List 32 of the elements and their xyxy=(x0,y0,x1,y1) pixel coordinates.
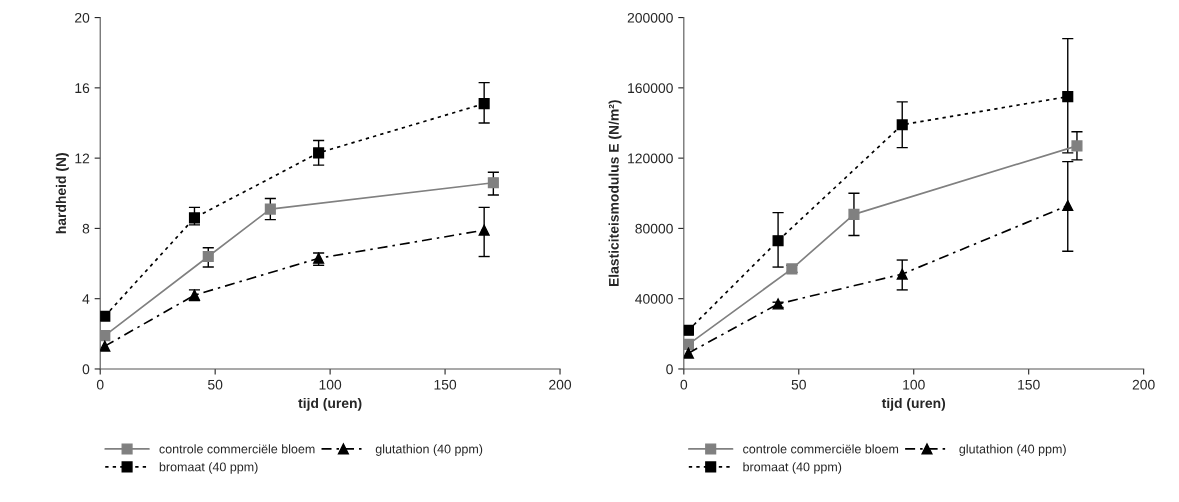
x-tick-label: 100 xyxy=(319,379,342,390)
y-axis-title: Elasticiteismodulus E (N/m²) xyxy=(608,100,622,287)
x-tick-label: 200 xyxy=(549,379,572,390)
x-tick-label: 0 xyxy=(680,379,688,390)
legend-label: controle commerciële bloem xyxy=(743,444,899,454)
legend-label: bromaat (40 ppm) xyxy=(743,462,842,474)
x-tick-label: 0 xyxy=(96,379,104,390)
y-tick-label: 12 xyxy=(75,153,90,164)
y-tick-label: 8 xyxy=(82,223,90,234)
x-axis-title: tijd (uren) xyxy=(298,397,362,411)
y-tick-label: 200000 xyxy=(627,12,673,23)
x-tick-label: 100 xyxy=(903,379,925,390)
legend-label: controle commerciële bloem xyxy=(159,444,315,454)
y-tick-label: 16 xyxy=(75,83,90,94)
x-tick-label: 200 xyxy=(1132,379,1155,390)
y-tick-label: 40000 xyxy=(635,294,673,304)
x-tick-label: 150 xyxy=(434,379,457,390)
y-tick-label: 20 xyxy=(75,12,90,23)
y-tick-label: 160000 xyxy=(628,83,673,94)
x-tick-label: 150 xyxy=(1018,379,1040,390)
y-axis-title: hardheid (N) xyxy=(55,153,69,234)
legend-label: glutathion (40 ppm) xyxy=(375,444,483,456)
legend-label: bromaat (40 ppm) xyxy=(159,462,258,474)
x-tick-label: 50 xyxy=(208,379,223,390)
x-tick-label: 50 xyxy=(791,379,806,390)
y-tick-label: 0 xyxy=(82,364,90,375)
y-tick-label: 120000 xyxy=(628,153,673,164)
x-axis-title: tijd (uren) xyxy=(881,397,946,411)
y-tick-label: 0 xyxy=(666,364,673,375)
y-tick-label: 80000 xyxy=(635,223,673,234)
y-tick-label: 4 xyxy=(82,294,90,304)
legend-label: glutathion (40 ppm) xyxy=(959,444,1066,456)
